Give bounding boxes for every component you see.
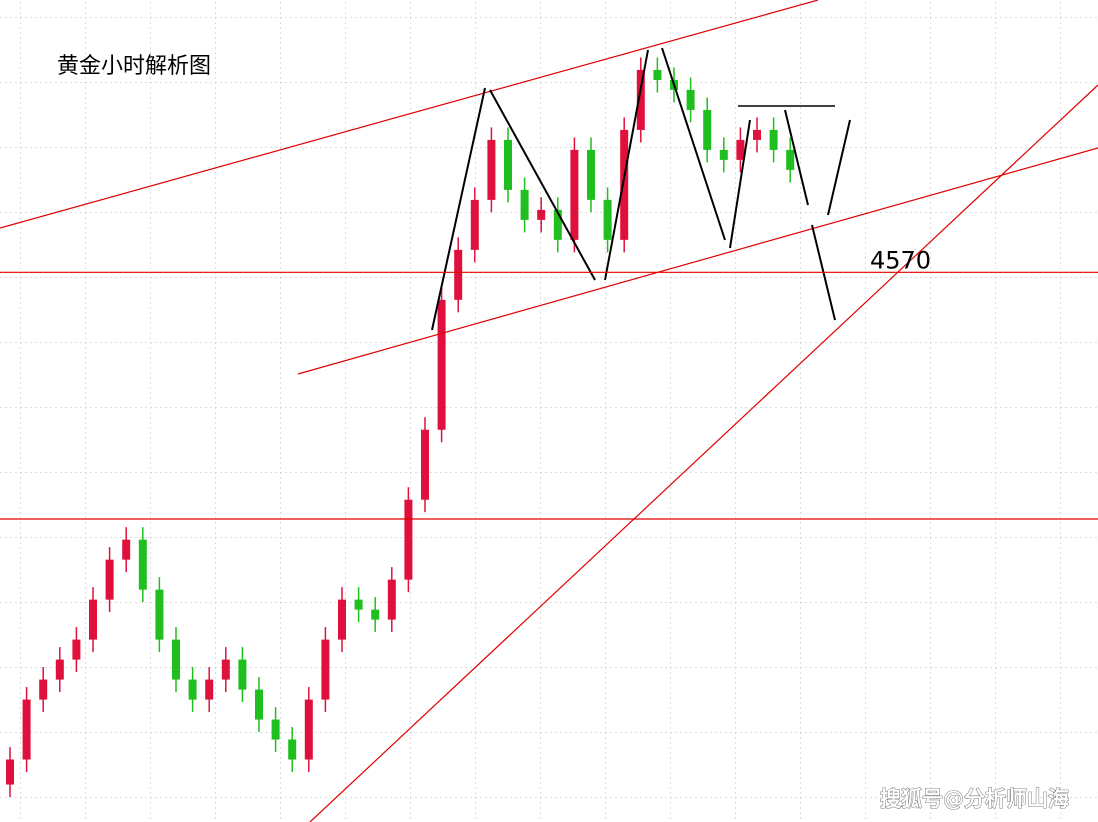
candle-body <box>520 189 529 220</box>
candle-body <box>172 639 180 680</box>
candle-body <box>454 249 463 300</box>
candle-body <box>387 579 396 620</box>
candle-body <box>371 609 380 620</box>
candle-body <box>537 209 546 220</box>
candle-body <box>288 739 297 760</box>
candle-body <box>22 699 31 760</box>
candle-body <box>338 599 346 640</box>
candle-body <box>138 539 147 590</box>
candle-body <box>255 689 263 720</box>
candle-body <box>105 559 114 600</box>
level-label: 4570 <box>870 246 931 274</box>
candle-body <box>72 639 81 660</box>
candle-body <box>39 679 48 700</box>
candle-body <box>553 209 562 240</box>
watermark: 搜狐号@分析师山海 <box>880 787 1069 811</box>
candle-body <box>437 299 446 430</box>
chart-title: 黄金小时解析图 <box>57 54 211 79</box>
candle-body <box>736 139 745 160</box>
candle-body <box>603 199 612 240</box>
candle-body <box>321 639 330 700</box>
candle-body <box>221 659 230 680</box>
candle-body <box>271 719 280 740</box>
candle-body <box>304 699 313 760</box>
candle-body <box>470 199 479 250</box>
candle-body <box>55 659 64 680</box>
candle-body <box>719 149 728 160</box>
candle-body <box>89 599 97 640</box>
candles <box>6 57 795 798</box>
candle-body <box>238 659 247 690</box>
candle-body <box>786 149 795 170</box>
candle-body <box>753 129 761 140</box>
candle-body <box>6 759 14 785</box>
candle-body <box>703 109 712 150</box>
candle-body <box>188 679 197 700</box>
candle-body <box>587 149 595 200</box>
candle-body <box>570 149 579 240</box>
candle-body <box>504 139 512 190</box>
candle-body <box>404 499 413 580</box>
candle-body <box>205 679 214 700</box>
candle-body <box>636 69 645 130</box>
candle-body <box>769 129 778 150</box>
candle-body <box>653 69 662 80</box>
candle-body <box>686 89 695 110</box>
candle-body <box>421 429 429 500</box>
candle-body <box>122 539 131 560</box>
candle-body <box>354 599 363 610</box>
candle-body <box>487 139 496 200</box>
candle-body <box>155 589 164 640</box>
candle-body <box>620 129 629 240</box>
